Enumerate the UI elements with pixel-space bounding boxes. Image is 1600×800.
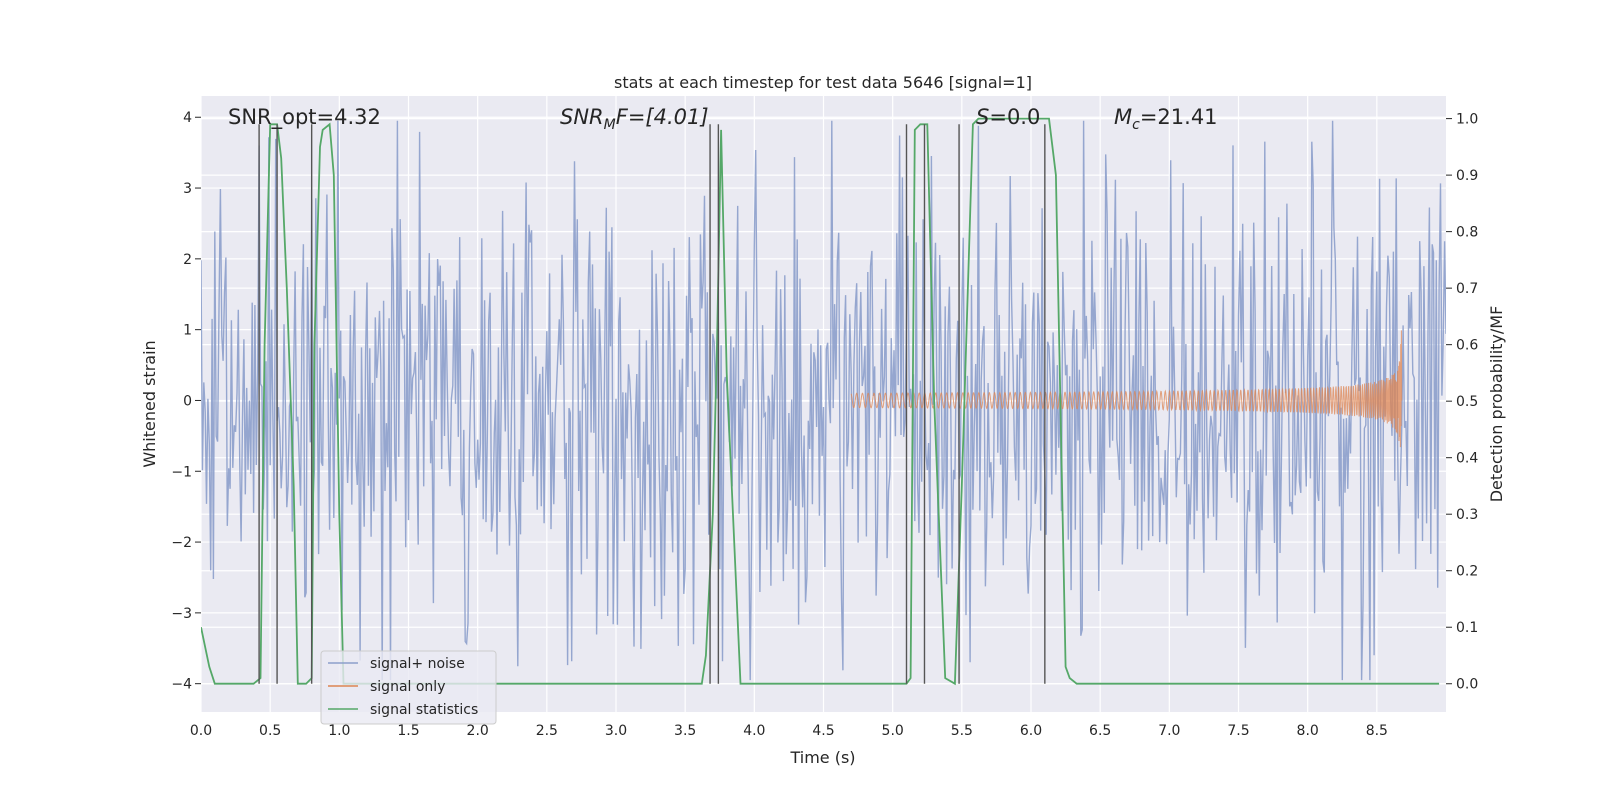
y-tick-label: −2 — [171, 535, 192, 551]
y-tick-label: 0 — [183, 393, 192, 409]
series-signal-statistics — [201, 117, 1440, 686]
x-tick-label: 6.5 — [1089, 723, 1111, 739]
x-axis-label: Time (s) — [789, 748, 855, 767]
annotation-s: S=0.0 — [976, 105, 1040, 129]
x-tick-label: 3.0 — [605, 723, 627, 739]
series-layer — [201, 117, 1446, 686]
mc-base: M — [1114, 105, 1132, 129]
mc-sub: c — [1132, 117, 1140, 133]
snr-mf-base: SNR — [560, 105, 604, 129]
y-tick-label: −1 — [171, 464, 192, 480]
y-tick-label: −3 — [171, 606, 192, 622]
x-ticks: 0.0 0.5 1.0 1.5 2.0 2.5 3.0 3.5 4.0 4.5 5.0 5.5 6.0 6… — [190, 723, 1388, 739]
snr-mf-rest: F=[4.01] — [616, 105, 709, 129]
x-tick-label: 4.0 — [743, 723, 765, 739]
y2-tick-label: 0.1 — [1456, 620, 1478, 636]
legend-label-signal-statistics: signal statistics — [370, 702, 478, 718]
y2-tick-label: 0.7 — [1456, 281, 1478, 297]
x-tick-label: 0.5 — [259, 723, 281, 739]
x-tick-label: 5.5 — [951, 723, 973, 739]
annotation-snr-mf: SNRMF=[4.01] — [560, 105, 709, 133]
series-signal-noise — [201, 120, 1446, 681]
y2-tick-label: 0.5 — [1456, 394, 1478, 410]
y-tick-label: 3 — [183, 181, 192, 197]
x-tick-label: 8.0 — [1297, 723, 1319, 739]
legend-label-signal-noise: signal+ noise — [370, 656, 465, 672]
x-tick-label: 2.5 — [536, 723, 558, 739]
y-tick-label: 1 — [183, 323, 192, 339]
chart-title: stats at each timestep for test data 564… — [614, 73, 1032, 92]
x-tick-label: 1.5 — [397, 723, 419, 739]
x-tick-label: 5.0 — [882, 723, 904, 739]
x-tick-label: 6.0 — [1020, 723, 1042, 739]
y2-tick-label: 0.8 — [1456, 225, 1478, 241]
y2-tick-label: 0.3 — [1456, 507, 1478, 523]
x-tick-label: 3.5 — [674, 723, 696, 739]
y2-tick-label: 0.2 — [1456, 564, 1478, 580]
x-tick-label: 1.0 — [328, 723, 350, 739]
mc-rest: =21.41 — [1140, 105, 1218, 129]
snr-mf-sub: M — [604, 117, 616, 133]
y-tick-label: 2 — [183, 252, 192, 268]
x-tick-label: 2.0 — [467, 723, 489, 739]
x-tick-label: 4.5 — [812, 723, 834, 739]
x-tick-label: 7.0 — [1158, 723, 1180, 739]
x-tick-label: 0.0 — [190, 723, 212, 739]
annotation-mc: Mc=21.41 — [1114, 105, 1218, 133]
legend-label-signal-only: signal only — [370, 679, 445, 695]
annotation-snr-opt: SNR_opt=4.32 — [228, 105, 381, 130]
y-ticks: 4 3 2 1 0 −1 −2 −3 −4 — [171, 110, 201, 693]
y2-tick-label: 0.9 — [1456, 168, 1478, 184]
y2-tick-label: 1.0 — [1456, 112, 1478, 128]
series-signal-only — [850, 330, 1403, 448]
s-base: S — [976, 105, 989, 129]
legend-box — [320, 650, 497, 725]
x-tick-label: 7.5 — [1227, 723, 1249, 739]
vertical-markers — [258, 124, 1046, 684]
y-tick-label: −4 — [171, 677, 192, 693]
legend: signal+ noise signal only signal statist… — [320, 650, 497, 725]
x-tick-label: 8.5 — [1366, 723, 1388, 739]
y2-tick-label: 0.0 — [1456, 677, 1478, 693]
y-axis-label: Whitened strain — [140, 340, 159, 467]
y2-ticks: 1.0 0.9 0.8 0.7 0.6 0.5 0.4 0.3 0.2 0.1 0.0 — [1446, 112, 1478, 693]
y2-tick-label: 0.4 — [1456, 451, 1478, 467]
y-tick-label: 4 — [183, 110, 192, 126]
s-rest: =0.0 — [989, 105, 1040, 129]
y2-tick-label: 0.6 — [1456, 338, 1478, 354]
y2-axis-label: Detection probability/MF — [1487, 306, 1506, 503]
